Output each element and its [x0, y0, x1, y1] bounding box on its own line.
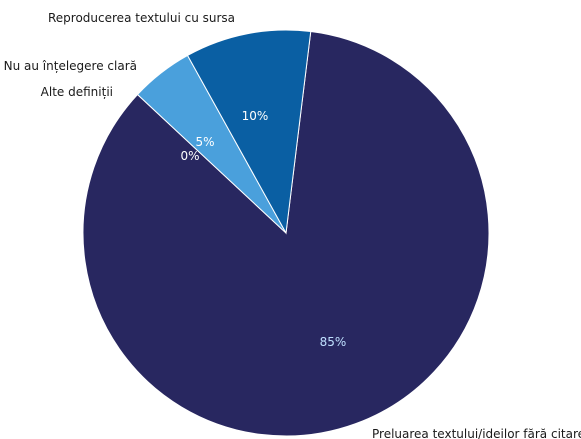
- percentage-labels: 85% 0%5% 10%: [180, 109, 346, 349]
- pct-label-nu-au-intelegere-clara: 5%: [195, 135, 214, 149]
- category-label-reproducerea-textului-cu-sursa: Reproducerea textului cu sursa: [48, 11, 235, 25]
- category-label-nu-au-intelegere-clara: Nu au înțelegere clară: [4, 59, 137, 73]
- pct-label-preluarea-textului-ideilor-fara-citare: 85%: [320, 335, 347, 349]
- category-label-preluarea-textului-ideilor-fara-citare: Preluarea textului/ideilor fără citare: [372, 427, 581, 439]
- pct-label-alte-definitii: 0%: [180, 149, 199, 163]
- pct-label-reproducerea-textului-cu-sursa: 10%: [242, 109, 269, 123]
- pie-slices: [82, 29, 490, 437]
- category-label-alte-definitii: Alte definiții: [41, 85, 113, 99]
- pie-slice-reproducerea-textului-cu-sursa: [186, 29, 312, 235]
- category-labels: Preluarea textului/ideilor fără citare Al…: [4, 11, 581, 439]
